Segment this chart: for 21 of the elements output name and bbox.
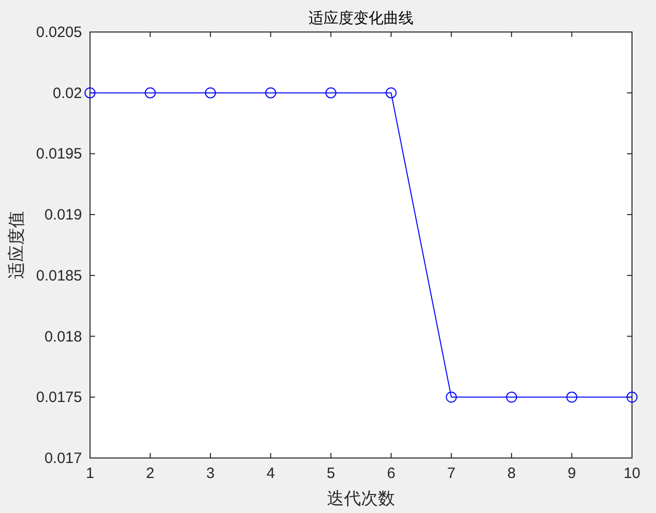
- x-tick-label: 3: [206, 465, 215, 482]
- x-tick-label: 10: [624, 465, 640, 482]
- y-tick-label: 0.018: [44, 328, 82, 346]
- chart-title: 适应度变化曲线: [308, 10, 414, 27]
- y-tick-label: 0.0185: [36, 267, 82, 284]
- x-tick-label: 7: [447, 465, 456, 482]
- y-tick-label: 0.02: [52, 84, 82, 102]
- x-tick-label: 1: [86, 465, 94, 482]
- x-tick-label: 8: [507, 465, 516, 482]
- x-tick-label: 2: [146, 465, 154, 482]
- y-tick-label: 0.019: [44, 206, 82, 224]
- y-tick-label: 0.017: [44, 450, 82, 467]
- y-axis-title: 适应度值: [7, 211, 26, 279]
- x-tick-label: 9: [568, 465, 576, 482]
- x-tick-label: 4: [266, 465, 275, 482]
- y-tick-label: 0.0175: [36, 389, 82, 406]
- y-tick-label: 0.0205: [36, 24, 82, 41]
- x-axis-title: 迭代次数: [327, 489, 395, 508]
- x-tick-label: 5: [326, 465, 336, 482]
- x-tick-label: 6: [386, 465, 396, 482]
- y-tick-label: 0.0195: [36, 146, 82, 163]
